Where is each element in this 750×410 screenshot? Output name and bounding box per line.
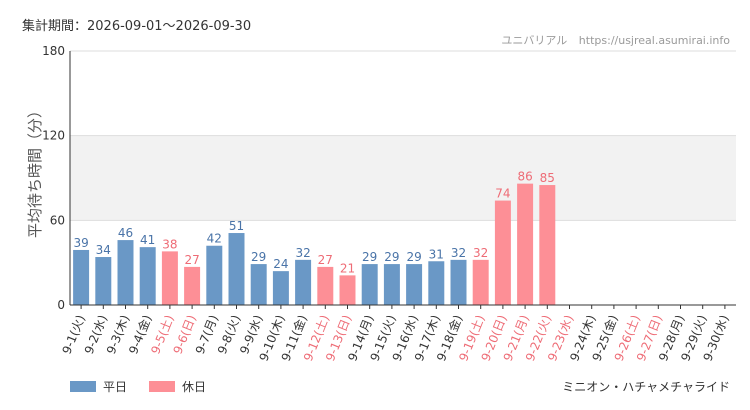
legend-item-weekday[interactable]: 平日 [70,378,127,395]
bar [161,251,178,305]
legend-label-holiday: 休日 [182,380,207,394]
bar-value-label: 41 [140,233,155,247]
legend-swatch-weekday [70,381,96,392]
bar-value-label: 27 [318,253,333,267]
bar-value-label: 34 [96,243,111,257]
bar [139,247,156,305]
bar-value-label: 31 [429,247,444,261]
bar-value-label: 24 [273,257,288,271]
bar-value-label: 32 [451,246,466,260]
bar-value-label: 38 [162,237,177,251]
bar [117,240,134,305]
bar-value-label: 74 [495,187,510,201]
bar [428,261,445,305]
bar-value-label: 29 [384,250,399,264]
shaded-band [70,135,736,221]
bar [250,264,267,305]
bar [517,183,534,305]
bar [272,271,289,305]
bar-value-label: 51 [229,219,244,233]
bar [361,264,378,305]
bar-value-label: 21 [340,261,355,275]
bar-value-label: 27 [184,253,199,267]
legend-item-holiday[interactable]: 休日 [149,378,206,395]
bar [494,200,511,305]
site-url-link[interactable]: https://usjreal.asumirai.info [578,34,730,47]
bar [206,245,223,305]
bar [228,233,245,305]
legend-label-weekday: 平日 [103,380,128,394]
bar [95,257,112,305]
y-tick-label: 180 [42,44,65,58]
bar [539,185,556,305]
bar-value-label: 29 [362,250,377,264]
bar-value-label: 29 [251,250,266,264]
bar-value-label: 32 [295,246,310,260]
site-name: ユニバリアル [501,34,568,47]
legend: 平日 休日 [70,378,228,395]
bar [472,259,489,305]
site-credit: ユニバリアル https://usjreal.asumirai.info [501,32,730,48]
y-tick-label: 0 [57,298,65,312]
bar-value-label: 39 [73,236,88,250]
bar-value-label: 86 [517,170,532,184]
bar [383,264,400,305]
bar [317,266,334,305]
bar [406,264,423,305]
y-tick-label: 120 [42,129,65,143]
bar [450,259,467,305]
bar-value-label: 32 [473,246,488,260]
bar-value-label: 29 [406,250,421,264]
bar-value-label: 85 [540,171,555,185]
bar-value-label: 46 [118,226,133,240]
period-label: 集計期間：2026-09-01～2026-09-30 [22,19,252,34]
bar [73,249,90,305]
bar [339,275,356,305]
y-tick-label: 60 [50,213,65,227]
bar [184,266,201,305]
bar [295,259,312,305]
attraction-name: ミニオン・ハチャメチャライド [562,380,730,394]
bar-value-label: 42 [207,232,222,246]
legend-swatch-holiday [149,381,176,392]
